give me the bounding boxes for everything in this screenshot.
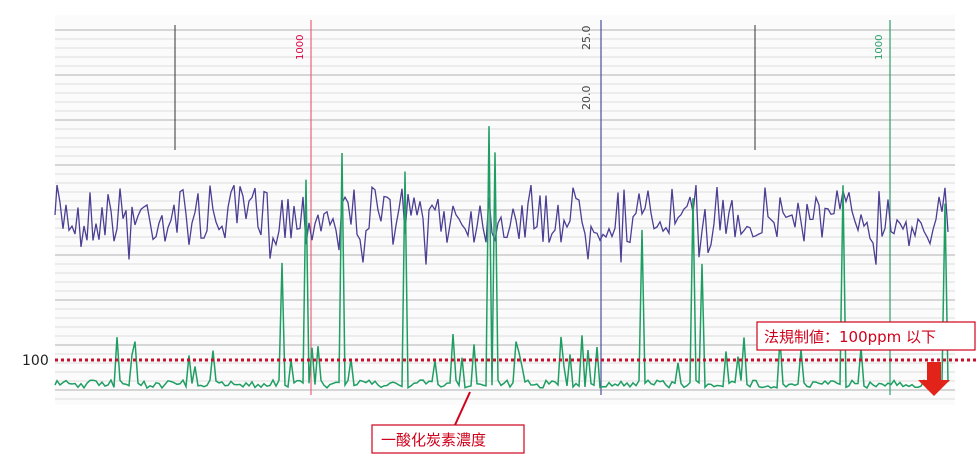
trace-label: 一酸化炭素濃度 — [381, 431, 486, 449]
page: 25.0 20.0 1000 1000 100 法規制値：100ppm 以下 一… — [0, 0, 979, 458]
paper-label: 1000 — [874, 35, 885, 60]
recorder-chart: 25.0 20.0 1000 1000 100 法規制値：100ppm 以下 一… — [0, 0, 979, 458]
paper-label: 25.0 — [580, 26, 593, 51]
reference-label: 100 — [22, 353, 49, 369]
limit-label: 法規制値：100ppm 以下 — [764, 328, 936, 346]
paper-label: 20.0 — [580, 86, 593, 111]
paper-label: 1000 — [295, 35, 306, 60]
